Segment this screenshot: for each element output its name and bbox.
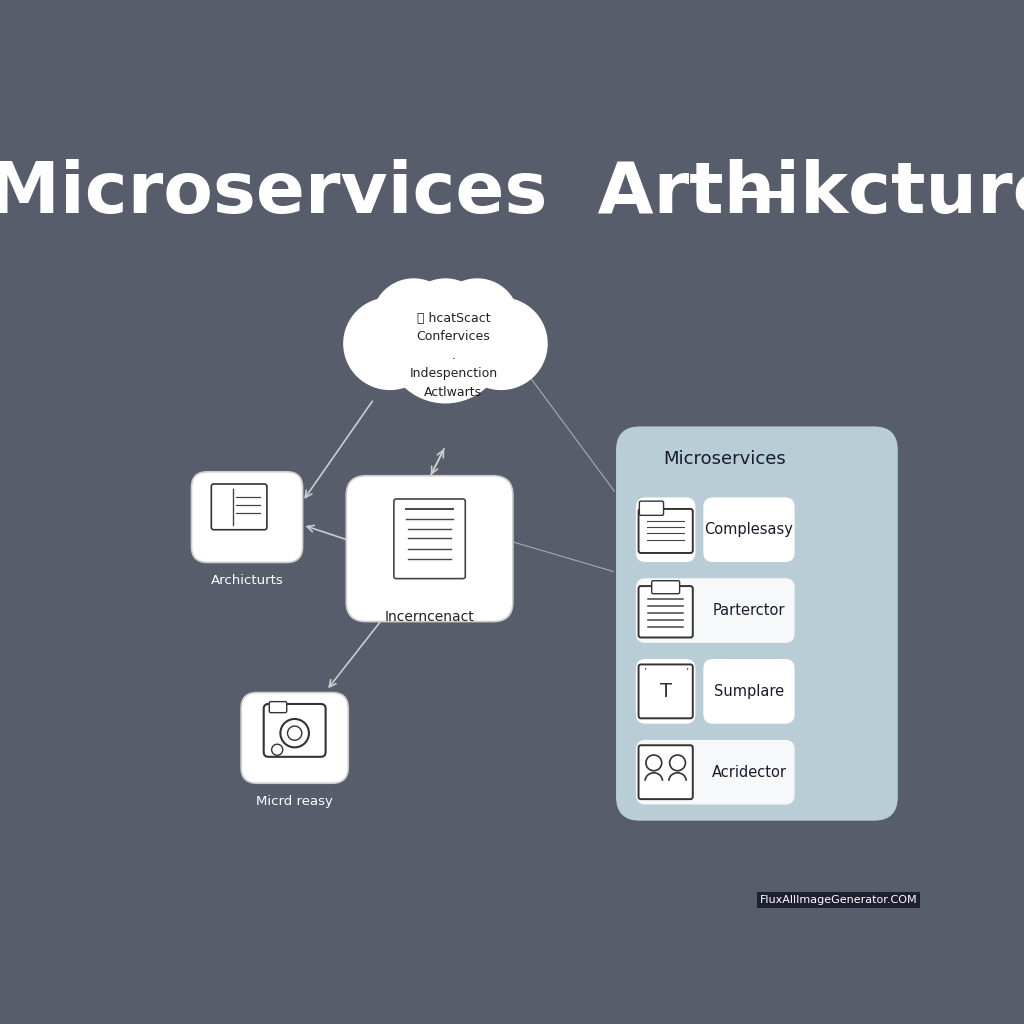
Text: Sumplare: Sumplare [714,684,784,698]
FancyBboxPatch shape [639,509,693,553]
FancyBboxPatch shape [703,659,795,724]
Text: Complesasy: Complesasy [705,522,794,538]
FancyBboxPatch shape [639,586,693,638]
Text: Archicturts: Archicturts [211,573,284,587]
FancyBboxPatch shape [264,703,326,757]
Text: Incerncenact: Incerncenact [385,610,474,625]
FancyBboxPatch shape [394,499,465,579]
Circle shape [373,279,455,361]
Circle shape [455,298,547,389]
Text: FluxAllImageGenerator.COM: FluxAllImageGenerator.COM [760,895,918,905]
Text: T: T [659,682,672,700]
FancyBboxPatch shape [374,328,517,387]
FancyBboxPatch shape [639,745,693,799]
FancyBboxPatch shape [636,498,695,562]
FancyBboxPatch shape [636,740,795,805]
Circle shape [436,279,518,361]
Text: Acridector: Acridector [712,765,786,779]
Text: Parterctor: Parterctor [713,603,785,618]
FancyBboxPatch shape [616,426,898,820]
Text: Microservices: Microservices [664,451,786,468]
FancyBboxPatch shape [191,472,303,562]
FancyBboxPatch shape [651,581,680,594]
FancyBboxPatch shape [269,701,287,713]
FancyBboxPatch shape [639,501,664,515]
Text: Microservices  Arthi̶kcture: Microservices Arthi̶kcture [0,160,1024,228]
Text: Micrd reasy: Micrd reasy [256,795,333,808]
Circle shape [386,285,505,402]
Circle shape [344,298,436,389]
FancyBboxPatch shape [241,692,348,783]
FancyBboxPatch shape [703,498,795,562]
FancyBboxPatch shape [211,484,267,529]
FancyBboxPatch shape [636,659,695,724]
FancyBboxPatch shape [346,476,513,622]
Circle shape [404,279,486,361]
Text: ’: ’ [643,668,646,678]
Text: ⓞ hcatScact
Confervices
.
Indespenction
Actlwarts: ⓞ hcatScact Confervices . Indespenction … [410,312,498,399]
FancyBboxPatch shape [636,579,795,643]
FancyBboxPatch shape [639,665,693,718]
Text: ’: ’ [685,668,688,678]
